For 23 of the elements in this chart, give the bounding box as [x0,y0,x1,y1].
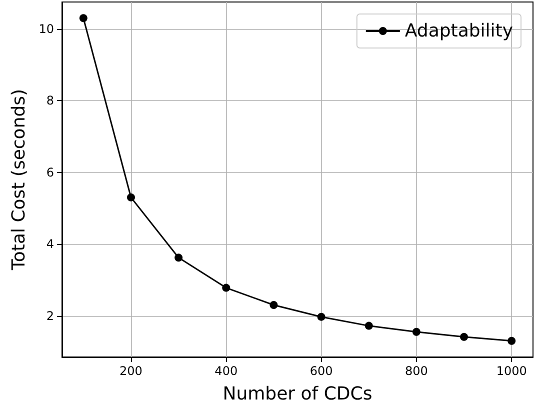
point [460,332,468,341]
x-tick-label: 1000 [496,364,527,378]
point [364,322,373,330]
y-axis-title: Total Cost (seconds) [8,88,30,272]
x-tick-label: 800 [404,364,428,378]
x-axis-title: Number of CDCs [222,384,372,404]
point [508,336,516,345]
point [412,328,420,336]
y-tick-label: 10 [38,22,54,36]
point [126,193,135,202]
y-tick-label: 8 [46,94,54,108]
point [174,254,183,262]
x-tick-label: 200 [120,364,142,378]
point [222,284,230,292]
point [317,312,326,321]
y-tick-label: 4 [46,237,54,252]
y-tick-label: 2 [46,308,54,323]
y-tick-label: 6 [46,165,54,180]
legend-label: Adaptability [404,20,514,42]
x-tick-label: 600 [310,364,333,378]
point [79,14,88,22]
x-tick-label: 400 [214,364,238,378]
point [270,301,278,310]
